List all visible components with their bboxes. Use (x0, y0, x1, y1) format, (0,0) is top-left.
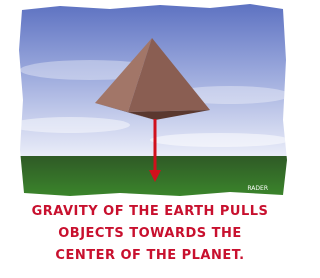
caption-line: CENTER OF THE PLANET. (55, 248, 244, 263)
page: RADER GRAVITY OF THE EARTH PULLS OBJECTS… (0, 0, 300, 278)
ground (0, 156, 300, 201)
scene: RADER (0, 0, 300, 201)
caption-line: GRAVITY OF THE EARTH PULLS (32, 204, 269, 219)
credit: RADER (247, 185, 268, 192)
cloud (150, 133, 290, 147)
cloud (10, 117, 130, 133)
caption-line: OBJECTS TOWARDS THE (58, 226, 242, 241)
illustration: RADER GRAVITY OF THE EARTH PULLS OBJECTS… (0, 0, 300, 278)
